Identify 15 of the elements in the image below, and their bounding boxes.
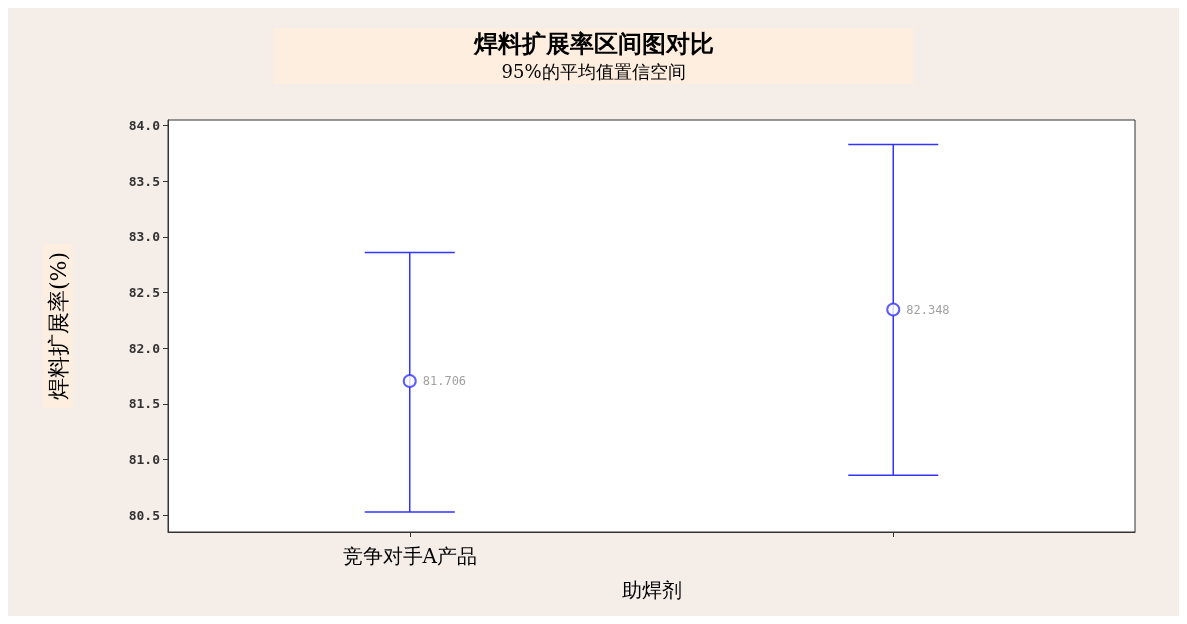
y-tick-label: 82.0: [128, 340, 161, 356]
y-axis-title: 焊料扩展率(%): [45, 251, 71, 401]
y-tick-label: 83.0: [128, 229, 161, 245]
y-tick-label: 81.5: [128, 396, 160, 412]
y-tick-label: 83.5: [128, 173, 160, 189]
y-tick-label: 81.0: [128, 452, 161, 468]
y-tick-label: 80.5: [128, 507, 160, 523]
chart-title: 焊料扩展率区间图对比: [472, 30, 714, 58]
x-axis-title: 助焊剂: [621, 578, 682, 602]
data-label: 81.706: [422, 374, 467, 389]
y-tick-label: 84.0: [128, 118, 161, 134]
data-label: 82.348: [906, 302, 950, 317]
x-tick-label: 竞争对手A产品: [342, 544, 477, 568]
y-tick-label: 82.5: [128, 285, 160, 301]
chart-subtitle: 95%的平均值置信空间: [501, 60, 686, 82]
